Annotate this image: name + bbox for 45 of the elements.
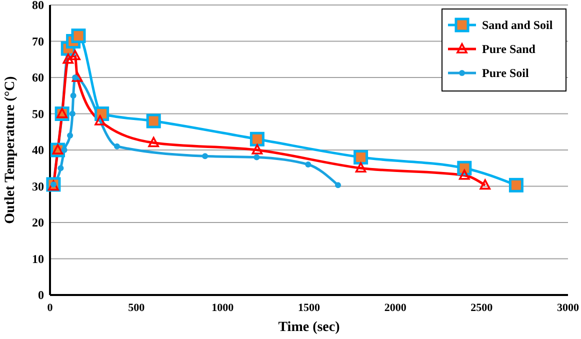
y-tick-label: 40 [32,143,44,158]
y-tick-label: 10 [32,252,44,266]
x-tick-label: 500 [128,302,146,314]
point [252,144,263,154]
point [355,162,366,173]
point [335,182,342,188]
point [202,153,208,160]
point [58,165,64,172]
y-tick-label: 80 [32,0,44,12]
point [480,179,491,190]
y-tick-label: 20 [32,216,44,230]
point [114,143,120,150]
x-tick-label: 1000 [212,302,234,314]
point [61,147,68,153]
y-tick-label: 60 [32,70,44,85]
point [94,115,106,126]
x-tick-label: 2500 [470,302,494,314]
point [62,53,74,64]
legend-label: Pure Soil [482,66,530,80]
point [67,132,74,138]
point [354,150,368,164]
legend-label: Pure Sand [482,42,536,56]
point [70,50,80,60]
point [254,154,260,160]
point [71,28,86,44]
x-tick-label: 2000 [384,302,407,314]
x-tick-label: 0 [47,302,54,314]
point [305,162,312,168]
legend-label: Sand and Soil [482,18,554,32]
y-axis-title: Outlet Temperature (°C) [3,76,18,224]
point [70,92,76,99]
y-tick-label: 50 [32,106,44,121]
point [459,169,470,180]
point [250,132,264,146]
x-tick-label: 3000 [557,302,580,314]
point [508,178,524,192]
point [69,110,76,117]
point [72,72,83,82]
x-axis-title: Time (sec) [278,320,340,335]
x-tick-label: 1500 [298,302,320,314]
point [148,136,159,148]
y-tick-label: 30 [32,179,44,194]
y-tick-label: 70 [32,34,44,48]
y-tick-label: 0 [38,288,44,302]
point [146,114,161,128]
